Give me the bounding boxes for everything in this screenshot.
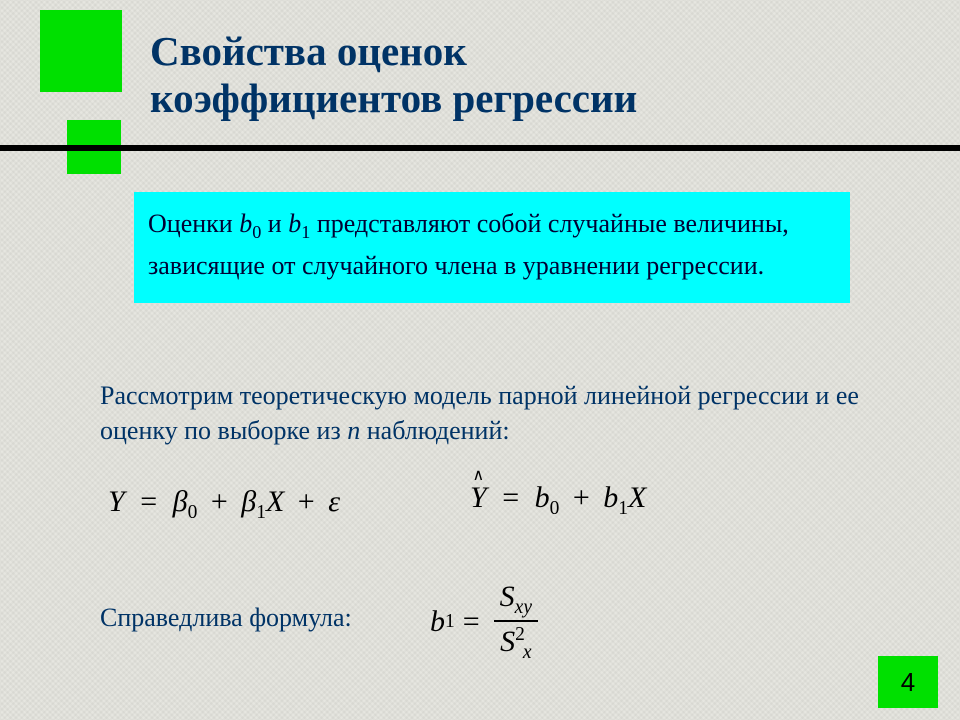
f1-beta1-sub: 1 [256,502,266,523]
f1-X: X [266,485,284,518]
valid-formula-label: Справедлива формула: [100,603,352,633]
title-line-2: коэффициентов регрессии [150,75,930,122]
f1-plus1: + [205,485,234,518]
f2-b0-sub: 0 [550,498,560,519]
body-suffix: наблюдений: [360,416,509,445]
hat-symbol: ∧ [472,465,484,485]
b1-subscript: 1 [301,222,310,242]
horizontal-divider [0,145,960,151]
b1-symbol: b [288,209,301,238]
f1-Y: Y [108,485,125,518]
f1-beta0-sub: 0 [188,502,198,523]
f1-beta0: β [173,485,188,518]
decor-square-large [40,10,122,92]
f1-eps: ε [328,485,340,518]
formula-estimated: ∧ Y = b0 + b1X [470,481,646,520]
f2-X: X [628,481,646,514]
slide-title: Свойства оценок коэффициентов регрессии [150,28,930,122]
f2-b1-sub: 1 [618,498,628,519]
f3-den-S: S [500,625,515,658]
f3-num-sub: xy [515,597,532,618]
f3-eq: = [455,605,488,639]
f3-den-sub: x [523,642,532,663]
highlight-box: Оценки b0 и b1 представляют собой случай… [134,192,850,303]
cyan-and-word: и [261,209,288,238]
n-symbol: n [347,416,360,445]
f2-eq: = [494,481,527,514]
f3-lhs: b [430,605,445,639]
f2-b1: b [603,481,618,514]
f1-beta1: β [241,485,256,518]
f3-fraction-bar [494,620,538,622]
f1-eq: = [132,485,165,518]
title-line-1: Свойства оценок [150,28,930,75]
f2-Y: Y [470,481,487,514]
page-number: 4 [901,667,915,698]
formula-b1: b1 = Sxy S2x [430,580,538,664]
f3-numerator: Sxy [494,580,538,618]
b0-symbol: b [239,209,252,238]
f3-num-S: S [500,580,515,613]
f3-fraction: Sxy S2x [494,580,538,664]
slide: Свойства оценок коэффициентов регрессии … [0,0,960,720]
f3-lhs-sub: 1 [445,611,455,633]
page-number-box: 4 [878,656,938,708]
f2-Yhat: ∧ Y [470,481,487,515]
b0-subscript: 0 [252,222,261,242]
f2-plus: + [567,481,596,514]
f3-denominator: S2x [494,624,537,663]
formula-theoretical: Y = β0 + β1X + ε [108,485,340,524]
body-paragraph: Рассмотрим теоретическую модель парной л… [100,378,890,448]
f1-plus2: + [292,485,321,518]
f2-b0: b [535,481,550,514]
cyan-text-prefix: Оценки [148,209,239,238]
